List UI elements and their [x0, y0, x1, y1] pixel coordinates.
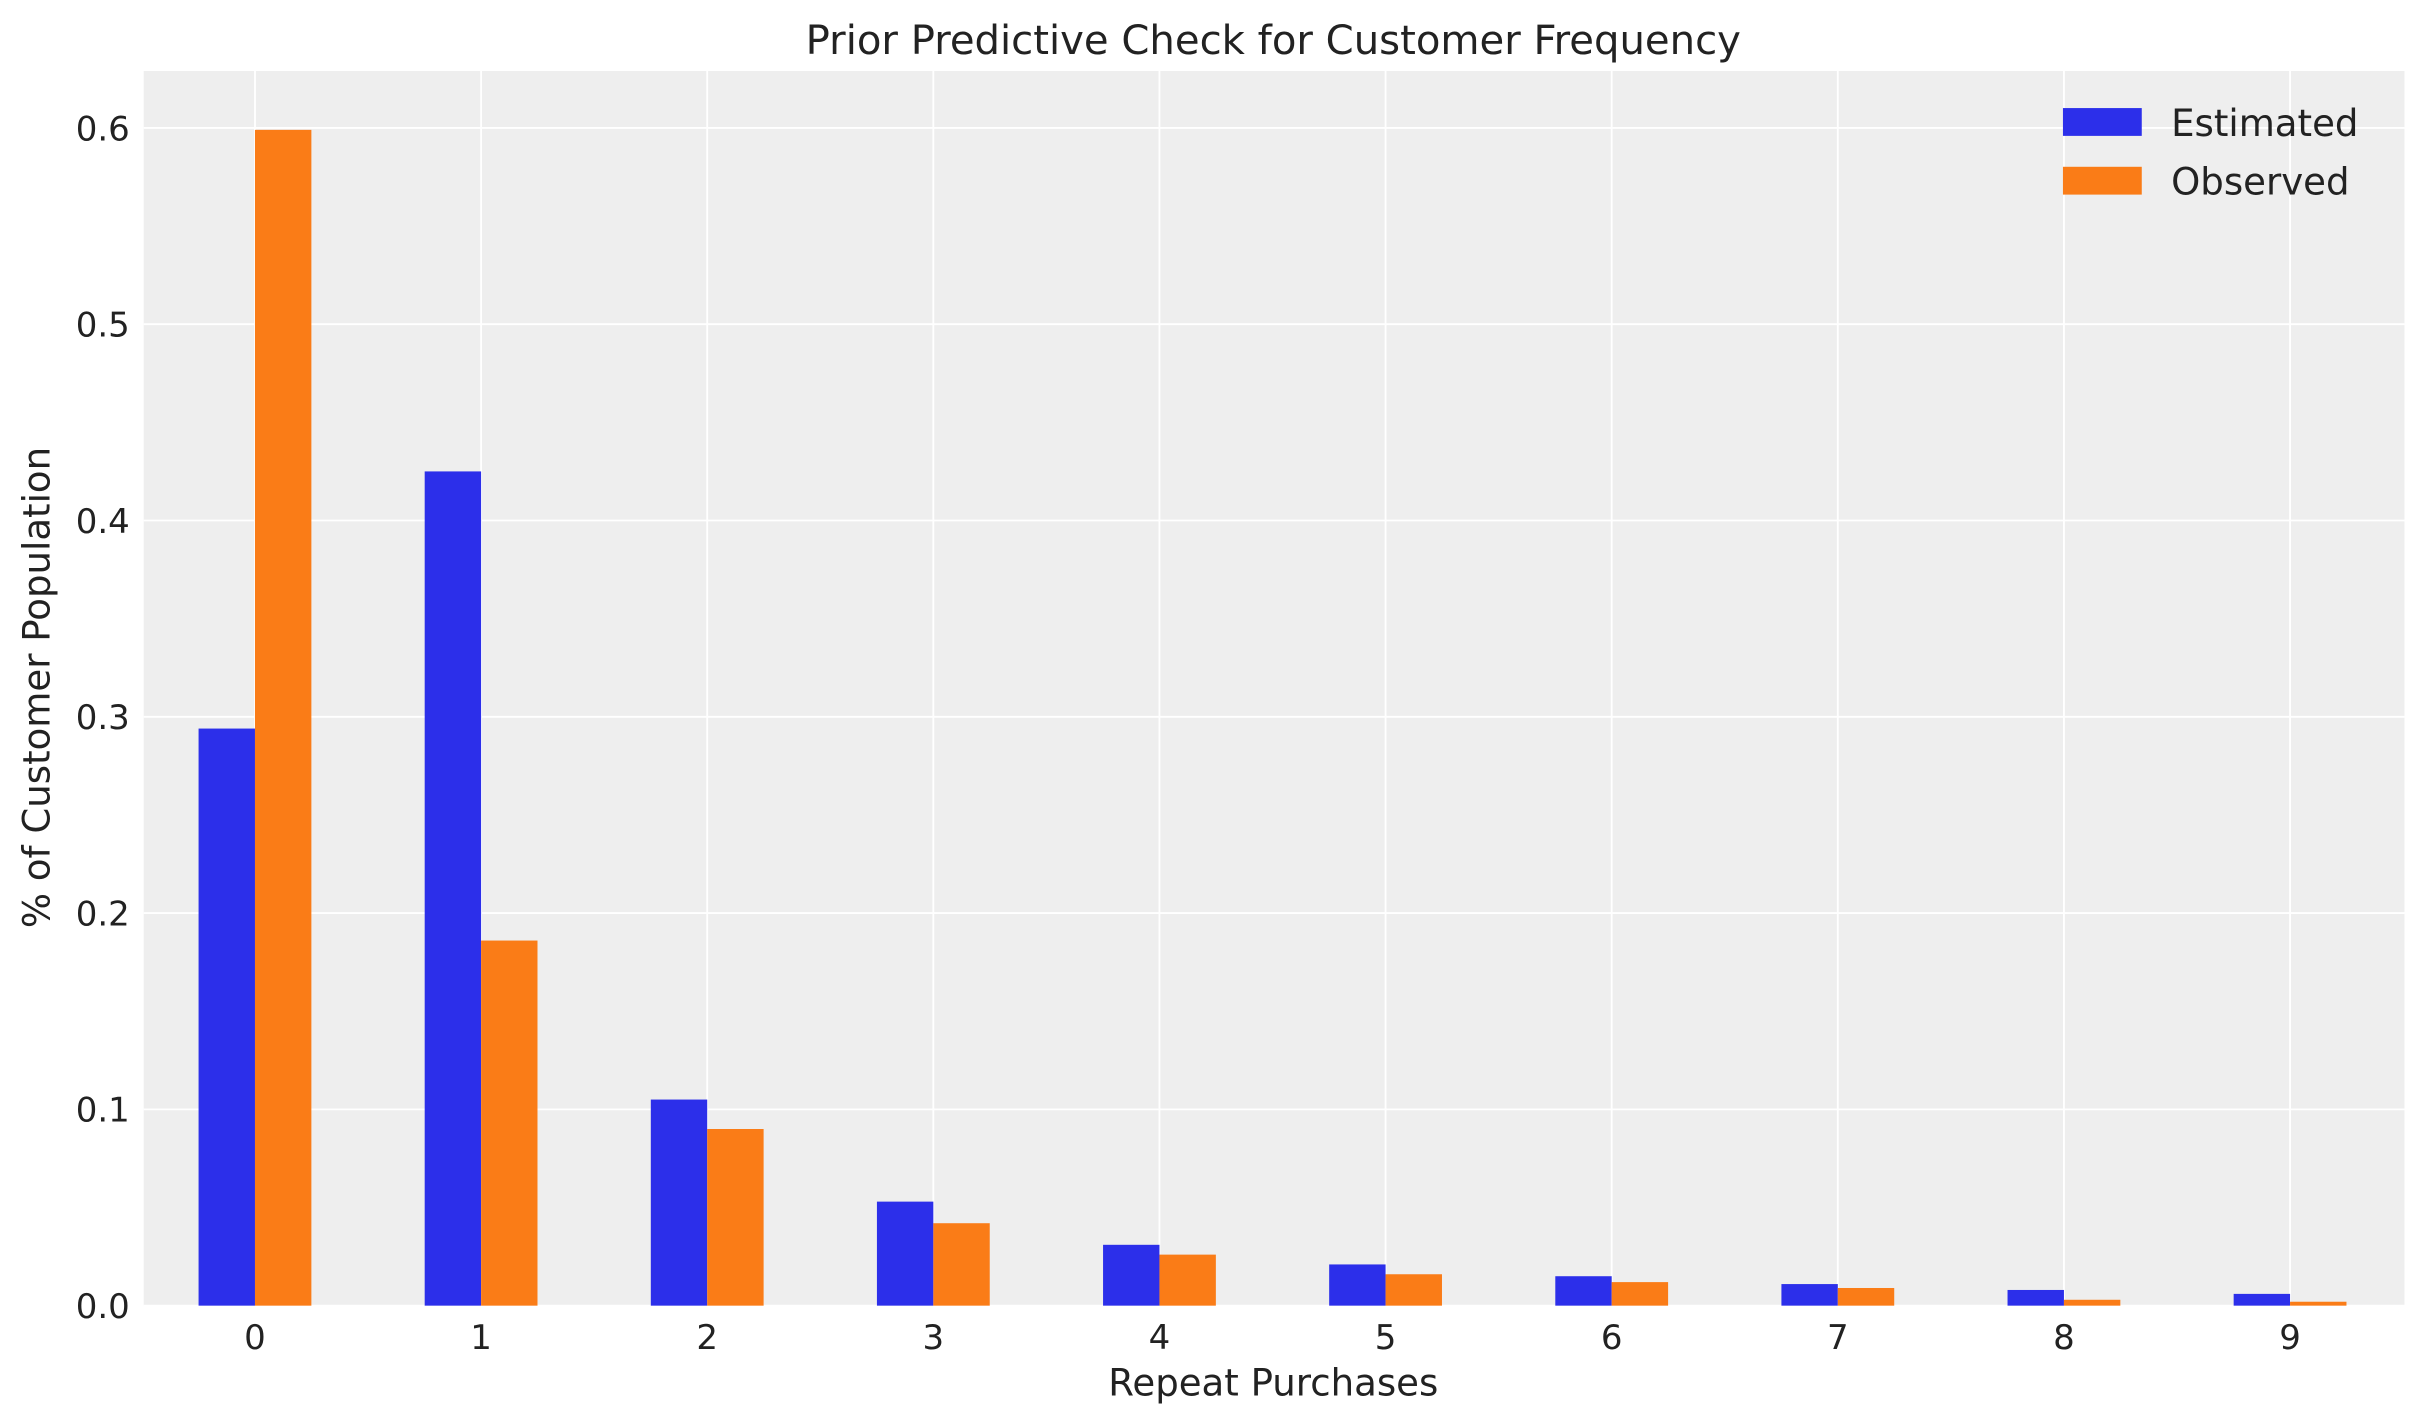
x-tick-label: 3 — [923, 1318, 945, 1358]
y-tick-label: 0.5 — [76, 306, 130, 346]
bar-observed-2 — [707, 1128, 764, 1306]
bar-estimated-1 — [424, 471, 482, 1306]
bar-estimated-6 — [1555, 1276, 1612, 1306]
y-tick-label: 0.0 — [76, 1287, 130, 1327]
bar-observed-1 — [481, 940, 538, 1306]
x-tick-label: 1 — [470, 1318, 492, 1358]
x-tick-label: 7 — [1827, 1318, 1849, 1358]
bar-estimated-4 — [1103, 1244, 1160, 1306]
x-tick-label: 9 — [2279, 1318, 2301, 1358]
y-tick-label: 0.1 — [76, 1091, 130, 1131]
bar-observed-6 — [1611, 1282, 1669, 1306]
bar-estimated-7 — [1781, 1284, 1838, 1306]
y-axis-label: % of Customer Population — [15, 447, 58, 928]
bar-observed-3 — [933, 1223, 990, 1306]
y-tick-label: 0.3 — [76, 698, 130, 738]
x-tick-label: 5 — [1375, 1318, 1397, 1358]
legend-label-estimated: Estimated — [2171, 102, 2358, 145]
y-tick-label: 0.6 — [76, 109, 130, 149]
x-tick-label: 6 — [1601, 1318, 1623, 1358]
y-tick-label: 0.2 — [76, 894, 130, 934]
bar-estimated-2 — [650, 1099, 708, 1306]
bar-observed-8 — [2063, 1299, 2121, 1306]
x-tick-label: 2 — [696, 1318, 718, 1358]
y-tick-label: 0.4 — [76, 502, 130, 542]
bar-estimated-8 — [2007, 1289, 2064, 1306]
bar-observed-4 — [1159, 1254, 1216, 1306]
bar-estimated-0 — [198, 728, 255, 1306]
bar-estimated-9 — [2233, 1293, 2291, 1306]
x-tick-label: 8 — [2053, 1318, 2075, 1358]
legend-swatch-estimated — [2062, 108, 2142, 136]
legend: Estimated Observed — [2062, 102, 2358, 204]
x-axis-label: Repeat Purchases — [1108, 1361, 1438, 1404]
bar-observed-5 — [1385, 1274, 1442, 1306]
legend-label-observed: Observed — [2171, 161, 2349, 204]
x-tick-label: 0 — [244, 1318, 266, 1358]
bar-observed-7 — [1837, 1287, 1895, 1306]
bar-observed-9 — [2290, 1301, 2347, 1306]
x-tick-label: 4 — [1149, 1318, 1171, 1358]
bar-estimated-5 — [1329, 1264, 1386, 1306]
legend-swatch-observed — [2062, 166, 2142, 195]
chart-title: Prior Predictive Check for Customer Freq… — [806, 18, 1741, 64]
bar-observed-0 — [254, 129, 312, 1306]
bar-estimated-3 — [876, 1201, 934, 1306]
